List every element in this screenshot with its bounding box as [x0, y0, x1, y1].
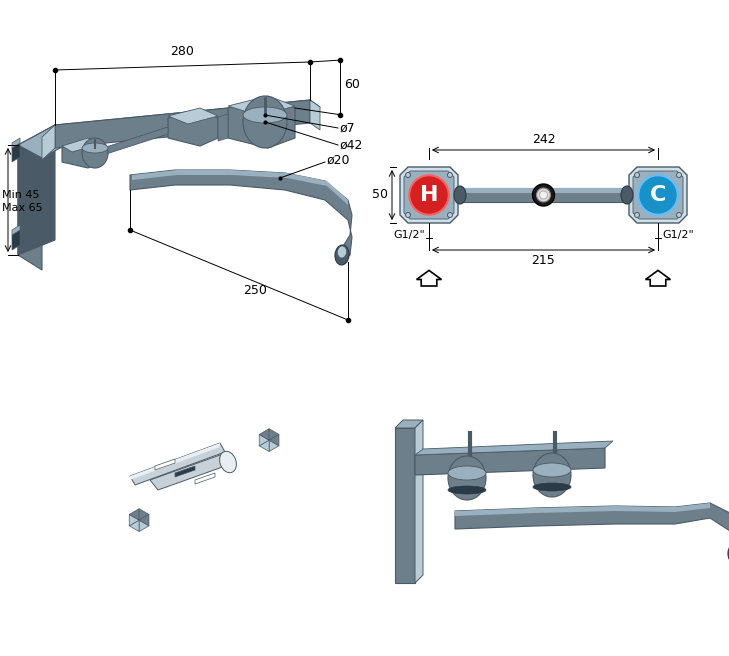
Ellipse shape	[677, 173, 682, 178]
Polygon shape	[12, 143, 20, 162]
Polygon shape	[195, 473, 215, 484]
Text: Max 65: Max 65	[2, 203, 42, 213]
Polygon shape	[228, 98, 295, 148]
Ellipse shape	[621, 186, 633, 204]
Polygon shape	[395, 428, 415, 583]
Polygon shape	[130, 443, 225, 485]
Polygon shape	[310, 100, 320, 130]
Ellipse shape	[448, 173, 453, 178]
Ellipse shape	[454, 186, 466, 204]
Ellipse shape	[338, 246, 346, 258]
Polygon shape	[62, 140, 100, 168]
Polygon shape	[458, 188, 629, 202]
Ellipse shape	[405, 213, 410, 218]
Polygon shape	[139, 520, 149, 531]
Polygon shape	[260, 440, 269, 451]
Ellipse shape	[243, 107, 287, 123]
Polygon shape	[645, 270, 671, 286]
Ellipse shape	[634, 173, 639, 178]
Polygon shape	[400, 167, 458, 223]
Polygon shape	[269, 440, 279, 451]
Ellipse shape	[533, 483, 571, 491]
Ellipse shape	[537, 188, 550, 202]
Ellipse shape	[539, 191, 547, 199]
Text: ø7: ø7	[340, 121, 356, 134]
Polygon shape	[395, 420, 423, 428]
Text: 60: 60	[344, 79, 360, 91]
Polygon shape	[175, 466, 195, 477]
Polygon shape	[629, 167, 687, 223]
Ellipse shape	[533, 453, 571, 497]
Polygon shape	[100, 127, 168, 156]
Polygon shape	[129, 509, 139, 520]
Text: 242: 242	[531, 133, 555, 146]
Polygon shape	[218, 114, 228, 141]
Text: 250: 250	[243, 283, 267, 297]
Ellipse shape	[219, 451, 236, 473]
Ellipse shape	[728, 543, 729, 563]
Text: C: C	[650, 185, 666, 205]
Polygon shape	[260, 429, 269, 440]
Text: Min 45: Min 45	[2, 190, 39, 200]
Polygon shape	[12, 225, 20, 235]
Polygon shape	[269, 429, 279, 440]
Polygon shape	[42, 125, 55, 160]
Polygon shape	[139, 514, 149, 526]
Ellipse shape	[677, 213, 682, 218]
Ellipse shape	[405, 173, 410, 178]
Polygon shape	[129, 520, 139, 531]
Polygon shape	[130, 443, 220, 480]
Text: G1/2": G1/2"	[393, 230, 425, 240]
Ellipse shape	[448, 456, 486, 500]
Ellipse shape	[448, 213, 453, 218]
Polygon shape	[260, 434, 269, 446]
Polygon shape	[18, 145, 42, 270]
Polygon shape	[415, 448, 605, 475]
Polygon shape	[228, 96, 295, 116]
Polygon shape	[18, 125, 78, 158]
Ellipse shape	[243, 96, 287, 148]
Ellipse shape	[448, 466, 486, 480]
Polygon shape	[12, 230, 20, 250]
Polygon shape	[129, 514, 139, 526]
Polygon shape	[62, 138, 100, 152]
Text: 215: 215	[531, 254, 555, 267]
Ellipse shape	[82, 138, 108, 168]
Polygon shape	[404, 171, 454, 219]
Polygon shape	[455, 503, 729, 558]
Ellipse shape	[82, 143, 108, 153]
Ellipse shape	[634, 213, 639, 218]
Polygon shape	[130, 170, 352, 262]
Polygon shape	[455, 503, 710, 516]
Polygon shape	[150, 455, 228, 490]
Text: ø20: ø20	[327, 154, 351, 167]
Polygon shape	[168, 108, 218, 124]
Polygon shape	[155, 459, 175, 470]
Ellipse shape	[448, 486, 486, 494]
Polygon shape	[55, 100, 320, 132]
Text: G1/2": G1/2"	[662, 230, 694, 240]
Polygon shape	[168, 110, 218, 146]
Polygon shape	[415, 441, 613, 455]
Polygon shape	[416, 270, 442, 286]
Polygon shape	[18, 125, 55, 255]
Ellipse shape	[532, 184, 555, 206]
Text: 50: 50	[372, 188, 388, 201]
Polygon shape	[132, 170, 348, 205]
Polygon shape	[633, 171, 683, 219]
Polygon shape	[12, 138, 20, 148]
Polygon shape	[139, 509, 149, 520]
Ellipse shape	[335, 245, 349, 265]
Text: 280: 280	[170, 45, 194, 58]
Ellipse shape	[409, 175, 449, 215]
Polygon shape	[269, 434, 279, 446]
Text: ø42: ø42	[340, 138, 363, 152]
Text: H: H	[420, 185, 438, 205]
Polygon shape	[458, 188, 629, 193]
Polygon shape	[415, 420, 423, 583]
Ellipse shape	[533, 463, 571, 477]
Polygon shape	[55, 100, 310, 148]
Ellipse shape	[639, 175, 678, 215]
